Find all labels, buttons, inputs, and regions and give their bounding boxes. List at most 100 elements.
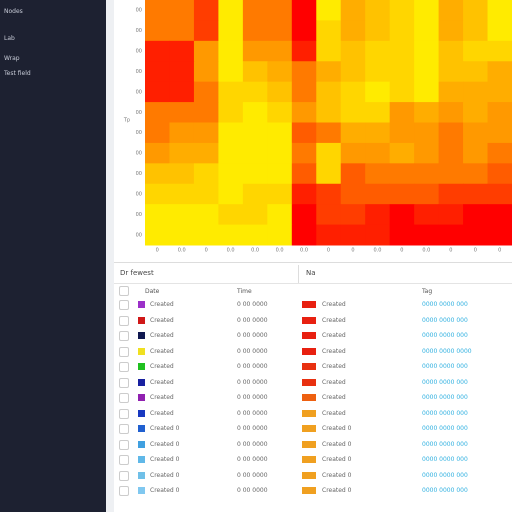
heatmap-cell: [463, 102, 489, 123]
row-time: 0 00 0000: [237, 440, 268, 448]
row-link[interactable]: 0000 0000 000: [422, 394, 468, 401]
heatmap-cell: [414, 122, 440, 144]
heatmap-cell: [169, 102, 195, 123]
color-swatch: [138, 487, 145, 494]
row-time: 0 00 0000: [237, 316, 268, 324]
heatmap-cell: [218, 142, 244, 164]
sidebar-item: Nodes: [4, 8, 23, 15]
heatmap-cell: [145, 81, 170, 103]
heatmap-cell: [365, 224, 391, 246]
heatmap-cell: [487, 224, 512, 246]
x-tick-label: 0: [156, 248, 159, 254]
heatmap-cell: [340, 183, 366, 205]
row-link[interactable]: 0000 0000 000: [422, 487, 468, 494]
y-tick-label: 00: [136, 130, 142, 136]
heatmap-cell: [145, 163, 170, 185]
heatmap-cell: [291, 122, 317, 144]
row-time: 0 00 0000: [237, 378, 268, 386]
heatmap-cell: [487, 163, 512, 185]
row-link[interactable]: 0000 0000 000: [422, 301, 468, 308]
row-link[interactable]: 0000 0000 000: [422, 378, 468, 386]
row-name: Created: [150, 332, 174, 339]
heatmap-cell: [438, 81, 464, 103]
heatmap-cell: [267, 163, 293, 185]
heatmap-cell: [438, 204, 464, 226]
heatmap-cell: [463, 224, 489, 246]
heatmap-cell: [487, 40, 512, 62]
heatmap-cell: [414, 0, 440, 21]
row-link[interactable]: 0000 0000 000: [422, 332, 468, 339]
color-swatch: [138, 378, 145, 386]
checkbox: [119, 486, 129, 496]
heatmap-cell: [169, 163, 195, 185]
checkbox: [119, 424, 129, 434]
row-link[interactable]: 0000 0000 000: [422, 440, 468, 448]
y-tick-label: 00: [136, 212, 142, 218]
heatmap-cell: [145, 183, 170, 205]
heatmap-cell: [365, 61, 391, 83]
heatmap-cell: [316, 204, 342, 226]
y-tick-label: 00: [136, 49, 142, 55]
heatmap-cell: [438, 40, 464, 62]
color-swatch: [302, 363, 316, 370]
row-name: Created 0: [150, 487, 180, 494]
divider: [114, 283, 512, 284]
heatmap-cell: [487, 142, 512, 164]
heatmap-cell: [169, 40, 195, 62]
row-link[interactable]: 0000 0000 000: [422, 456, 468, 463]
heatmap-cell: [389, 81, 415, 103]
color-swatch: [302, 471, 316, 479]
heatmap-cell: [463, 20, 489, 42]
row-time: 0 00 0000: [237, 394, 268, 401]
row-time: 0 00 0000: [237, 471, 268, 479]
y-tick-label: 00: [136, 171, 142, 177]
heatmap-cell: [414, 183, 440, 205]
heatmap-cell: [438, 0, 464, 21]
row-link[interactable]: 0000 0000 000: [422, 363, 468, 370]
row-link[interactable]: 0000 0000 000: [422, 316, 468, 324]
heatmap-cell: [340, 204, 366, 226]
row-link[interactable]: 0000 0000 000: [422, 425, 468, 432]
heatmap-cell: [169, 183, 195, 205]
heatmap-cell: [242, 0, 268, 21]
row-time: 0 00 0000: [237, 301, 268, 308]
heatmap-cell: [340, 163, 366, 185]
heatmap-cell: [365, 122, 391, 144]
heatmap-cell: [316, 163, 342, 185]
heatmap-cell: [389, 163, 415, 185]
y-tick-label: 00: [136, 151, 142, 157]
heatmap-cell: [365, 183, 391, 205]
row-link[interactable]: 0000 0000 0000: [422, 347, 472, 355]
color-swatch: [138, 394, 145, 401]
table-title: Dr fewest: [120, 269, 154, 277]
heatmap-cell: [487, 204, 512, 226]
column-header: Tag: [422, 288, 433, 295]
checkbox: [119, 362, 129, 372]
y-axis-label: Tp: [123, 118, 130, 124]
y-tick-label: 00: [136, 191, 142, 197]
heatmap-cell: [487, 102, 512, 123]
heatmap-cell: [463, 0, 489, 21]
heatmap-cell: [463, 61, 489, 83]
heatmap-cell: [340, 81, 366, 103]
row-link[interactable]: 0000 0000 000: [422, 409, 468, 417]
heatmap-cell: [267, 224, 293, 246]
y-tick-label: 00: [136, 110, 142, 116]
row-name: Created: [322, 316, 346, 324]
heatmap-cell: [291, 163, 317, 185]
heatmap-cell: [291, 102, 317, 123]
heatmap-cell: [463, 40, 489, 62]
heatmap-cell: [267, 20, 293, 42]
row-link[interactable]: 0000 0000 000: [422, 471, 468, 479]
heatmap-cell: [414, 20, 440, 42]
heatmap-cell: [438, 183, 464, 205]
heatmap-cell: [193, 40, 219, 62]
heatmap-cell: [242, 81, 268, 103]
heatmap-cell: [389, 122, 415, 144]
x-tick-label: 0.0: [251, 248, 259, 254]
heatmap-cell: [365, 20, 391, 42]
heatmap-cell: [316, 20, 342, 42]
heatmap-cell: [389, 224, 415, 246]
heatmap-cell: [438, 122, 464, 144]
